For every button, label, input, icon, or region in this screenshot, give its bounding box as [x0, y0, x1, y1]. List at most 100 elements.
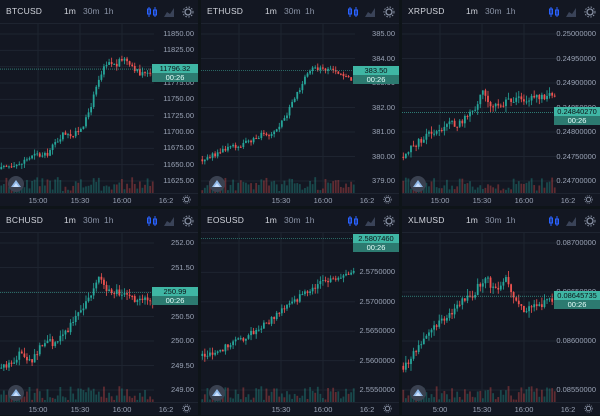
time-axis[interactable]: 15:30 16:00 16:2 [201, 193, 399, 206]
interval-1m-button[interactable]: 1m [64, 6, 76, 16]
interval-1m-button[interactable]: 1m [265, 6, 277, 16]
interval-1h-button[interactable]: 1h [506, 215, 516, 225]
candle-body [324, 68, 327, 71]
volume-bar [273, 388, 276, 402]
symbol-label[interactable]: BTCUSD [6, 6, 43, 16]
logo-icon[interactable] [209, 176, 225, 192]
volume-bar [201, 190, 204, 193]
chart-style-icon[interactable] [364, 215, 376, 227]
logo-icon[interactable] [8, 176, 24, 192]
candle-body [507, 98, 510, 100]
interval-1h-button[interactable]: 1h [104, 215, 114, 225]
interval-1m-button[interactable]: 1m [466, 215, 478, 225]
candle-body [245, 140, 247, 143]
candle-body [36, 354, 39, 356]
interval-30m-button[interactable]: 30m [83, 6, 100, 16]
time-axis[interactable]: 15:00 15:30 16:00 16:2 [0, 402, 198, 415]
interval-1h-button[interactable]: 1h [305, 215, 315, 225]
chart-style-icon[interactable] [565, 215, 577, 227]
volume-bar [479, 185, 482, 193]
price-axis[interactable]: 2.58000002.57500002.57000002.56500002.56… [353, 233, 399, 402]
candle-style-icon[interactable] [347, 215, 359, 227]
chart-panel-eosusd[interactable]: EOSUSD 1m 30m 1h 2.58000002.57500002.5700000… [201, 209, 399, 415]
time-tick-label: 15:00 [430, 196, 450, 205]
interval-1h-button[interactable]: 1h [506, 6, 516, 16]
interval-30m-button[interactable]: 30m [83, 215, 100, 225]
price-axis[interactable]: 0.087000000.086500000.086000000.08550000… [554, 233, 600, 402]
candle-style-icon[interactable] [146, 6, 158, 18]
candle-body [20, 351, 23, 354]
settings-icon[interactable] [182, 215, 194, 227]
candle-body [345, 76, 347, 78]
axis-settings-icon[interactable] [383, 404, 392, 413]
candlestick-chart[interactable] [402, 24, 600, 193]
chart-panel-ethusd[interactable]: ETHUSD 1m 30m 1h 385.00384.00383.00382.00381… [201, 0, 399, 206]
candle-body [234, 339, 237, 342]
candle-body [13, 362, 16, 364]
chart-panel-xrpusd[interactable]: XRPUSD 1m 30m 1h 0.25000000 0.24950000 0.24900… [402, 0, 600, 206]
chart-style-icon[interactable] [565, 6, 577, 18]
time-axis[interactable]: 5:00 15:30 16:00 16:2 [402, 402, 600, 415]
price-tick-label: 249.50 [171, 360, 194, 370]
price-axis[interactable]: 11850.0011825.0011800.0011775.0011750.00… [152, 24, 198, 193]
price-axis[interactable]: 252.00251.50251.00250.50250.00249.50249.… [152, 233, 198, 402]
volume-bar [141, 187, 144, 193]
candlestick-chart[interactable] [0, 24, 198, 193]
axis-settings-icon[interactable] [584, 404, 593, 413]
interval-30m-button[interactable]: 30m [485, 6, 502, 16]
axis-settings-icon[interactable] [182, 195, 191, 204]
symbol-label[interactable]: EOSUSD [207, 215, 245, 225]
symbol-label[interactable]: BCHUSD [6, 215, 44, 225]
settings-icon[interactable] [584, 215, 596, 227]
volume-bar [322, 398, 324, 402]
candle-style-icon[interactable] [548, 6, 560, 18]
price-axis[interactable]: 385.00384.00383.00382.00381.00380.00379.… [353, 24, 399, 193]
chart-panel-bchusd[interactable]: BCHUSD 1m 30m 1h 252.00251.50251.00250.50250… [0, 209, 198, 415]
interval-1h-button[interactable]: 1h [104, 6, 114, 16]
logo-icon[interactable] [8, 385, 24, 401]
chart-style-icon[interactable] [163, 6, 175, 18]
axis-settings-icon[interactable] [182, 404, 191, 413]
volume-bar [471, 396, 474, 402]
symbol-label[interactable]: XLMUSD [408, 215, 445, 225]
candle-style-icon[interactable] [347, 6, 359, 18]
chart-style-icon[interactable] [364, 6, 376, 18]
axis-settings-icon[interactable] [383, 195, 392, 204]
logo-icon[interactable] [410, 176, 426, 192]
candle-body [97, 79, 100, 87]
interval-1m-button[interactable]: 1m [265, 215, 277, 225]
interval-30m-button[interactable]: 30m [485, 215, 502, 225]
settings-icon[interactable] [584, 6, 596, 18]
symbol-label[interactable]: XRPUSD [408, 6, 445, 16]
candle-body [31, 155, 33, 159]
settings-icon[interactable] [383, 215, 395, 227]
settings-icon[interactable] [383, 6, 395, 18]
interval-30m-button[interactable]: 30m [284, 215, 301, 225]
candle-style-icon[interactable] [146, 215, 158, 227]
axis-settings-icon[interactable] [584, 195, 593, 204]
candlestick-chart[interactable] [0, 233, 198, 402]
candle-body [438, 320, 441, 327]
chart-style-icon[interactable] [163, 215, 175, 227]
time-tick-label: 16:2 [560, 196, 576, 205]
price-axis[interactable]: 0.25000000 0.24950000 0.24900000 0.24850000… [554, 24, 600, 193]
time-axis[interactable]: 15:00 15:30 16:00 16:2 [402, 193, 600, 206]
chart-panel-xlmusd[interactable]: XLMUSD 1m 30m 1h 0.087000000.086500000.08600… [402, 209, 600, 415]
interval-1m-button[interactable]: 1m [466, 6, 478, 16]
candle-body [278, 126, 281, 130]
logo-icon[interactable] [209, 385, 225, 401]
interval-1m-button[interactable]: 1m [64, 215, 76, 225]
logo-icon[interactable] [410, 385, 426, 401]
interval-30m-button[interactable]: 30m [284, 6, 301, 16]
settings-icon[interactable] [182, 6, 194, 18]
interval-1h-button[interactable]: 1h [305, 6, 315, 16]
symbol-label[interactable]: ETHUSD [207, 6, 244, 16]
candlestick-chart[interactable] [201, 233, 399, 402]
time-axis[interactable]: 15:00 15:30 16:00 16:2 [0, 193, 198, 206]
candle-body [538, 94, 541, 100]
time-axis[interactable]: 15:30 16:00 16:2 [201, 402, 399, 415]
candle-style-icon[interactable] [548, 215, 560, 227]
chart-panel-btcusd[interactable]: BTCUSD 1m 30m 1h 11850.0011825.0011800.00117… [0, 0, 198, 206]
candle-body [546, 95, 548, 100]
volume-bar [316, 189, 319, 193]
